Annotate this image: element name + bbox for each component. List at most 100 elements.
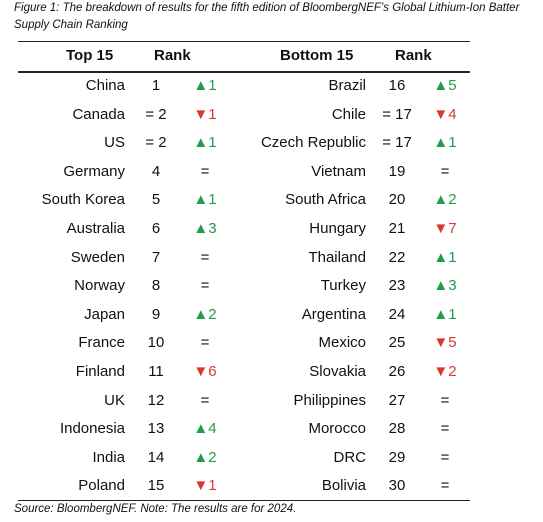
rank: 22 — [388, 248, 406, 266]
country: US — [104, 134, 125, 152]
country: Thailand — [308, 248, 366, 266]
header: Top 15 — [66, 47, 114, 64]
rank: 6 — [151, 220, 161, 237]
rank: = 17 — [382, 134, 412, 152]
rank-change: ▼6 — [193, 363, 217, 380]
rank-change: ▼7 — [433, 220, 457, 237]
rank-change: ▲4 — [193, 420, 217, 438]
rank-change: ▲5 — [433, 77, 457, 94]
rank: 5 — [151, 191, 161, 209]
rank: 23 — [388, 277, 406, 295]
caption: Supply Chain Ranking — [14, 19, 128, 31]
header: Bottom 15 — [280, 47, 354, 64]
caption: Figure 1: The breakdown of results for t… — [14, 2, 520, 14]
rank-change: ▼4 — [433, 105, 457, 123]
rank: 1 — [151, 77, 161, 94]
country: Slovakia — [309, 363, 366, 380]
country: UK — [104, 391, 125, 409]
rank: = 17 — [382, 105, 412, 123]
country: South Korea — [41, 191, 125, 209]
rank-change: ▲3 — [433, 277, 457, 295]
country: Mexico — [318, 334, 366, 352]
rank: 8 — [151, 277, 161, 295]
rank: 7 — [151, 248, 161, 266]
rank: 27 — [388, 391, 406, 409]
country: France — [78, 334, 125, 352]
country: Czech Republic — [260, 134, 366, 152]
country: Poland — [78, 477, 125, 495]
rank: 10 — [147, 334, 165, 352]
rank: 11 — [148, 363, 164, 380]
country: India — [92, 448, 125, 466]
rank: 26 — [388, 363, 406, 380]
rank: = 2 — [145, 134, 167, 152]
rank: 13 — [147, 420, 165, 438]
country: Vietnam — [311, 162, 366, 180]
rank-change: ▲1 — [433, 134, 457, 152]
rank-change: = — [440, 391, 450, 409]
rank-change: = — [200, 334, 210, 352]
country: Hungary — [309, 220, 366, 237]
header-rule — [18, 71, 470, 73]
rank-change: = — [440, 162, 450, 180]
rank-change: ▲2 — [193, 448, 217, 466]
rank-change: ▲3 — [193, 220, 217, 237]
rank: 25 — [388, 334, 406, 352]
rank-change: ▲1 — [433, 248, 457, 266]
rank: 21 — [388, 220, 406, 237]
rank-change: ▼1 — [193, 477, 217, 495]
header: Rank — [154, 47, 191, 64]
country: Australia — [66, 220, 125, 237]
country: Indonesia — [59, 420, 125, 438]
rank-change: ▲2 — [433, 191, 457, 209]
bottom-rule — [18, 500, 470, 501]
rank: 29 — [388, 448, 406, 466]
rank-change: = — [440, 420, 450, 438]
rank-change: = — [440, 477, 450, 495]
country: Philippines — [293, 391, 366, 409]
rank-change: ▼5 — [433, 334, 457, 352]
rank: 12 — [147, 391, 165, 409]
country: Morocco — [308, 420, 366, 438]
country: Brazil — [328, 77, 366, 94]
country: Sweden — [70, 248, 125, 266]
rank: 14 — [147, 448, 165, 466]
country: Canada — [72, 105, 125, 123]
rank-change: ▲1 — [193, 77, 217, 94]
rank: 20 — [388, 191, 406, 209]
rank: 15 — [147, 477, 165, 495]
rank-change: ▲2 — [193, 305, 217, 323]
rank-change: ▲1 — [433, 305, 457, 323]
country: Turkey — [320, 277, 366, 295]
country: Bolivia — [321, 477, 366, 495]
rank-change: ▲1 — [193, 134, 217, 152]
rank-change: ▼2 — [433, 363, 457, 380]
country: Chile — [331, 105, 366, 123]
country: Germany — [63, 162, 125, 180]
source: Source: BloombergNEF. Note: The results … — [14, 503, 297, 515]
rank: 16 — [388, 77, 406, 94]
rank-change: ▲1 — [193, 191, 217, 209]
header: Rank — [395, 47, 432, 64]
country: South Africa — [285, 191, 366, 209]
rank-change: ▼1 — [193, 105, 217, 123]
rank: = 2 — [145, 105, 167, 123]
top-rule — [18, 41, 470, 42]
rank-change: = — [200, 391, 210, 409]
country: Finland — [75, 363, 125, 380]
country: Japan — [84, 305, 125, 323]
rank: 28 — [388, 420, 406, 438]
rank-change: = — [200, 277, 210, 295]
country: DRC — [333, 448, 367, 466]
country: Norway — [74, 277, 125, 295]
country: Argentina — [301, 305, 366, 323]
rank: 19 — [388, 162, 406, 180]
rank-change: = — [440, 448, 450, 466]
rank: 30 — [388, 477, 406, 495]
rank: 4 — [151, 162, 161, 180]
rank: 9 — [151, 305, 161, 323]
rank-change: = — [200, 248, 210, 266]
rank-change: = — [200, 162, 210, 180]
country: China — [85, 77, 125, 94]
